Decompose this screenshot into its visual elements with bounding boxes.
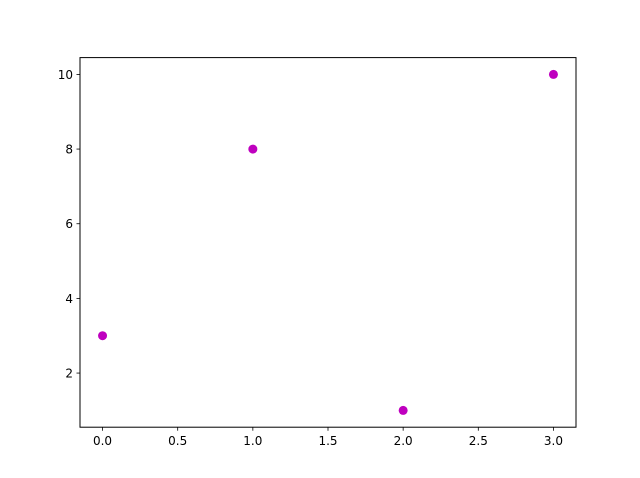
x-tick-label: 0.5 bbox=[168, 434, 187, 448]
data-point bbox=[548, 69, 558, 79]
y-axis: 2 4 6 8 10 bbox=[58, 68, 80, 381]
y-tick-label: 4 bbox=[65, 292, 73, 306]
x-tick-label: 1.0 bbox=[243, 434, 262, 448]
x-tick-label: 3.0 bbox=[544, 434, 563, 448]
y-tick-label: 2 bbox=[65, 367, 73, 381]
axes-frame bbox=[79, 57, 577, 428]
x-tick-label: 1.5 bbox=[318, 434, 337, 448]
y-tick-label: 10 bbox=[58, 68, 73, 82]
x-tick-label: 0.0 bbox=[93, 434, 112, 448]
x-tick-label: 2.5 bbox=[469, 434, 488, 448]
data-points bbox=[98, 69, 558, 415]
data-point bbox=[398, 405, 408, 415]
data-point bbox=[98, 331, 108, 341]
x-axis: 0.0 0.5 1.0 1.5 2.0 2.5 3.0 bbox=[93, 427, 563, 448]
y-tick-label: 6 bbox=[65, 217, 73, 231]
data-point bbox=[248, 144, 258, 154]
y-tick-label: 8 bbox=[65, 143, 73, 157]
x-tick-label: 2.0 bbox=[394, 434, 413, 448]
